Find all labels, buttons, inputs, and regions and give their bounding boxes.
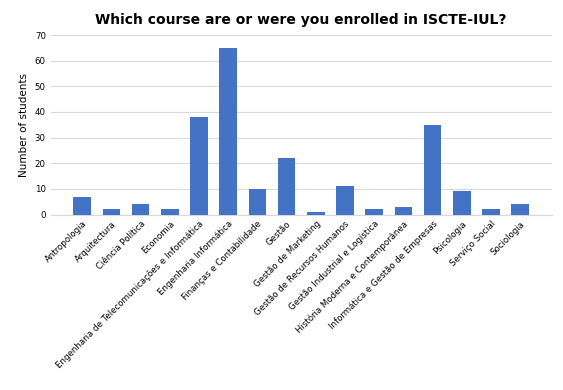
Bar [365,209,383,214]
Bar [453,191,471,215]
Bar [278,158,296,215]
Bar [307,212,324,214]
Bar [395,207,412,215]
Bar [424,125,441,214]
Bar [511,204,529,215]
Bar [161,209,178,214]
Bar [249,189,266,214]
Title: Which course are or were you enrolled in ISCTE-IUL?: Which course are or were you enrolled in… [96,13,507,27]
Bar [73,197,91,215]
Bar [102,209,120,214]
Bar [132,204,149,215]
Bar [190,117,208,215]
Bar [336,186,354,214]
Y-axis label: Number of students: Number of students [19,73,29,177]
Bar [482,209,500,214]
Bar [220,48,237,215]
